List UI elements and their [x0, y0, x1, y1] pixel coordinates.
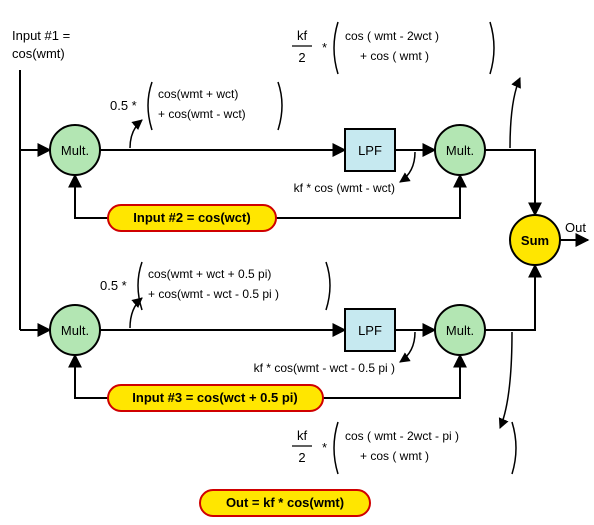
- input2-pill-label: Input #2 = cos(wct): [133, 210, 250, 225]
- top-right-l1: cos ( wmt - 2wct ): [345, 29, 439, 43]
- lpf-out-bot: kf * cos(wmt - wct - 0.5 pi ): [254, 361, 395, 375]
- top-right-l2: + cos ( wmt ): [360, 49, 429, 63]
- lpf-node-1-label: LPF: [358, 143, 382, 158]
- top-frac-star: *: [322, 40, 327, 55]
- output-pill-label: Out = kf * cos(wmt): [226, 495, 344, 510]
- bot-right-l2: + cos ( wmt ): [360, 449, 429, 463]
- top-frac-num: kf: [297, 28, 308, 43]
- bot-prefix: 0.5 *: [100, 278, 127, 293]
- top-expr-l2: + cos(wmt - wct): [158, 107, 246, 121]
- bot-frac-num: kf: [297, 428, 308, 443]
- bot-frac-star: *: [322, 440, 327, 455]
- lpf-out-top: kf * cos (wmt - wct): [294, 181, 395, 195]
- lpf-node-2-label: LPF: [358, 323, 382, 338]
- mult-node-4-label: Mult.: [446, 323, 474, 338]
- mult-node-3-label: Mult.: [61, 323, 89, 338]
- top-frac-den: 2: [298, 50, 305, 65]
- bot-expr-l1: cos(wmt + wct + 0.5 pi): [148, 267, 271, 281]
- input1-line1: Input #1 =: [12, 28, 70, 43]
- bot-frac-den: 2: [298, 450, 305, 465]
- top-expr-l1: cos(wmt + wct): [158, 87, 238, 101]
- sum-node-label: Sum: [521, 233, 549, 248]
- top-prefix: 0.5 *: [110, 98, 137, 113]
- bot-expr-l2: + cos(wmt - wct - 0.5 pi ): [148, 287, 279, 301]
- bot-right-l1: cos ( wmt - 2wct - pi ): [345, 429, 459, 443]
- mult-node-1-label: Mult.: [61, 143, 89, 158]
- mult-node-2-label: Mult.: [446, 143, 474, 158]
- input3-pill-label: Input #3 = cos(wct + 0.5 pi): [132, 390, 297, 405]
- input1-line2: cos(wmt): [12, 46, 65, 61]
- out-label: Out: [565, 220, 586, 235]
